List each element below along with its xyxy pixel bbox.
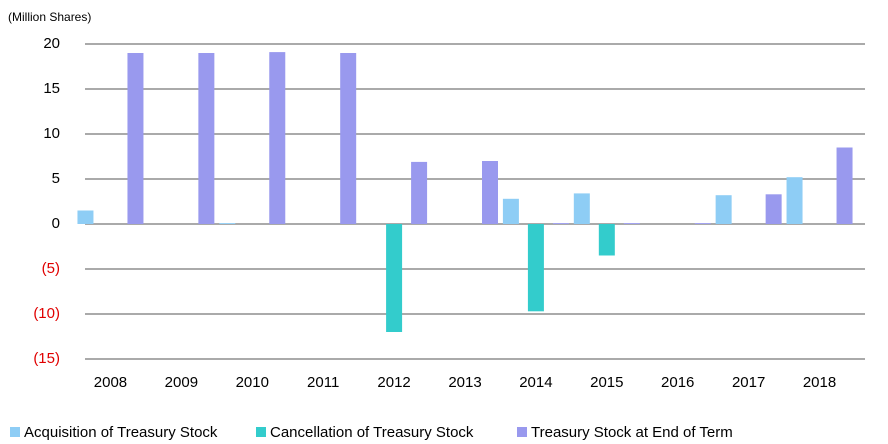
bar: [219, 223, 236, 224]
y-axis-label: (Million Shares): [8, 10, 91, 24]
y-tick-label: 5: [52, 170, 60, 187]
legend-swatch: [517, 427, 527, 437]
bar: [694, 223, 711, 224]
legend-swatch: [10, 427, 20, 437]
bar: [269, 52, 286, 224]
x-tick-label: 2011: [307, 374, 339, 391]
y-tick-label: 15: [43, 80, 60, 97]
bar: [527, 224, 544, 312]
x-tick-label: 2013: [448, 374, 481, 391]
bar: [765, 194, 782, 224]
y-tick-label: 20: [43, 35, 60, 52]
legend-label: Treasury Stock at End of Term: [531, 424, 733, 441]
bar: [198, 53, 215, 224]
bar: [623, 223, 640, 224]
x-tick-label: 2015: [590, 374, 623, 391]
bar: [573, 193, 590, 224]
bar: [502, 198, 519, 224]
bar: [77, 210, 94, 224]
bar: [836, 147, 853, 224]
bar: [127, 53, 144, 224]
x-tick-label: 2010: [236, 374, 269, 391]
y-tick-label: (10): [33, 305, 60, 322]
y-tick-label: 0: [52, 215, 60, 232]
x-tick-label: 2018: [803, 374, 836, 391]
bar: [340, 53, 357, 224]
x-tick-label: 2016: [661, 374, 694, 391]
y-tick-label: 10: [43, 125, 60, 142]
bar: [715, 195, 732, 224]
bar: [386, 224, 403, 332]
legend-label: Acquisition of Treasury Stock: [24, 424, 218, 441]
bar: [786, 177, 803, 224]
y-tick-label: (5): [42, 260, 60, 277]
bar: [411, 161, 428, 224]
x-tick-label: 2017: [732, 374, 765, 391]
legend-label: Cancellation of Treasury Stock: [270, 424, 474, 441]
x-tick-label: 2009: [165, 374, 198, 391]
bar: [552, 223, 569, 224]
bar: [598, 224, 615, 256]
y-tick-label: (15): [33, 350, 60, 367]
x-tick-label: 2008: [94, 374, 127, 391]
bar: [482, 161, 498, 224]
x-tick-label: 2012: [377, 374, 410, 391]
x-tick-label: 2014: [519, 374, 552, 391]
legend-swatch: [256, 427, 266, 437]
